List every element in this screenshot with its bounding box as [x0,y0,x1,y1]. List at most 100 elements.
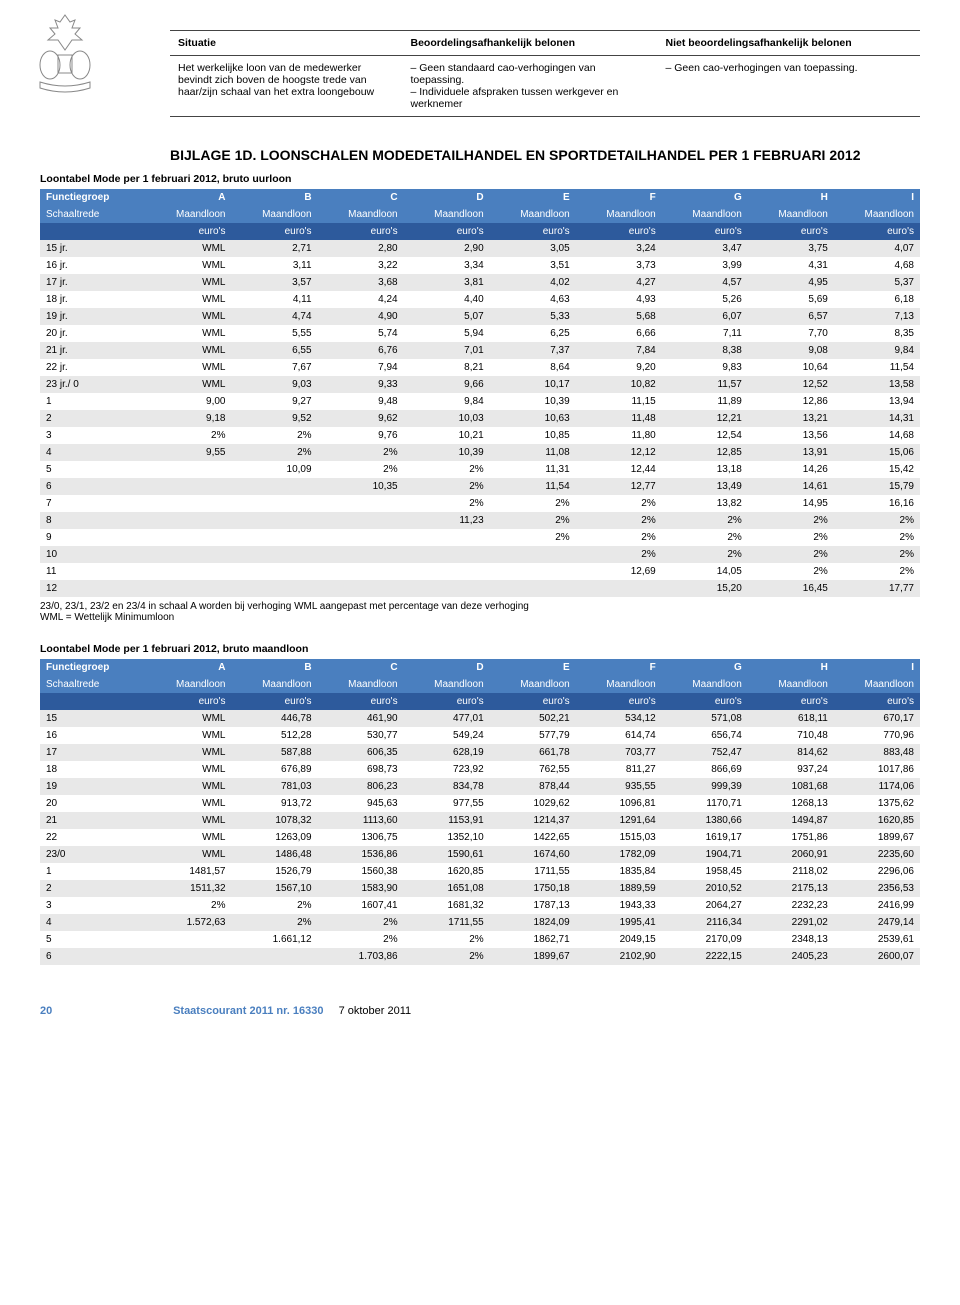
table-cell: 3,75 [748,240,834,257]
table-cell: 2% [490,512,576,529]
table-cell: 2 [40,880,145,897]
table-cell: 2% [232,427,318,444]
table-cell: 2% [404,478,490,495]
table-cell: 2% [834,563,920,580]
table-cell: 2% [404,461,490,478]
table-cell: WML [145,846,231,863]
table-cell [404,580,490,597]
table-cell: 7,67 [232,359,318,376]
col-subheader: Maandloon [834,206,920,223]
table-cell: 3,34 [404,257,490,274]
table-cell: 1.661,12 [232,931,318,948]
table-cell: 1607,41 [318,897,404,914]
table-cell: 11,23 [404,512,490,529]
table-cell: 10,39 [490,393,576,410]
table-cell: 9,66 [404,376,490,393]
table-cell: 1751,86 [748,829,834,846]
table-cell: 878,44 [490,778,576,795]
table-cell: 6,66 [576,325,662,342]
table-cell: WML [145,291,231,308]
table-cell: 15,79 [834,478,920,495]
table-cell: 8,38 [662,342,748,359]
table-row: 18WML676,89698,73723,92762,55811,27866,6… [40,761,920,778]
table-cell: 11,80 [576,427,662,444]
table-cell [145,495,231,512]
table-row: 102%2%2%2% [40,546,920,563]
col-unit: euro's [490,693,576,710]
table-cell: 9,08 [748,342,834,359]
table-cell [490,546,576,563]
table-cell: 8 [40,512,145,529]
col-unit: euro's [145,693,231,710]
table-cell: 7,11 [662,325,748,342]
col-unit: euro's [490,223,576,240]
table-row: 16WML512,28530,77549,24577,79614,74656,7… [40,727,920,744]
table-cell: 1081,68 [748,778,834,795]
col-header: I [834,189,920,206]
table-cell [145,580,231,597]
col-unit: euro's [318,693,404,710]
table-cell: 1.572,63 [145,914,231,931]
table-cell: 1029,62 [490,795,576,812]
table-cell [145,563,231,580]
col-unit: euro's [576,223,662,240]
col-unit: euro's [748,693,834,710]
table-cell: 1.703,86 [318,948,404,965]
table-row: 20WML913,72945,63977,551029,621096,81117… [40,795,920,812]
table-row: 22WML1263,091306,751352,101422,651515,03… [40,829,920,846]
table-cell: WML [145,761,231,778]
table-cell: 9,55 [145,444,231,461]
table-cell: 8,35 [834,325,920,342]
table-cell: 19 [40,778,145,795]
table-row: 23/0WML1486,481536,861590,611674,601782,… [40,846,920,863]
table-row: 32%2%9,7610,2110,8511,8012,5413,5614,68 [40,427,920,444]
table-cell: 2,71 [232,240,318,257]
table-cell: 5,69 [748,291,834,308]
table-cell [576,580,662,597]
table-cell: 5 [40,931,145,948]
col-header: B [232,189,318,206]
table-cell: 1 [40,863,145,880]
table-row: 72%2%2%13,8214,9516,16 [40,495,920,512]
table-cell: 7,37 [490,342,576,359]
table-row: 29,189,529,6210,0310,6311,4812,2113,2114… [40,410,920,427]
table-cell [145,546,231,563]
table-cell [404,563,490,580]
col-subheader: Maandloon [404,676,490,693]
table-cell: 9 [40,529,145,546]
table-cell: 5,37 [834,274,920,291]
table-cell: 5,68 [576,308,662,325]
table-cell: WML [145,240,231,257]
table-cell [318,529,404,546]
table-cell [490,563,576,580]
table-cell: 723,92 [404,761,490,778]
table-cell: 4,27 [576,274,662,291]
table-cell: 2348,13 [748,931,834,948]
table-cell: 16,45 [748,580,834,597]
table-cell: 20 jr. [40,325,145,342]
table-cell: 8,21 [404,359,490,376]
table-cell: 4,24 [318,291,404,308]
table-cell: 5,07 [404,308,490,325]
table-cell: 4 [40,444,145,461]
table-cell: 10,64 [748,359,834,376]
table-cell: 1583,90 [318,880,404,897]
situatie-table: Situatie Beoordelingsafhankelijk belonen… [170,30,920,117]
col-unit: euro's [232,693,318,710]
table-cell: 4,11 [232,291,318,308]
col-unit: euro's [834,693,920,710]
table-cell: WML [145,257,231,274]
col-subheader: Maandloon [490,206,576,223]
table-cell: 4 [40,914,145,931]
table-row: 1215,2016,4517,77 [40,580,920,597]
table-cell: 15 [40,710,145,727]
table-cell: 703,77 [576,744,662,761]
col-header: F [576,659,662,676]
table-cell: WML [145,812,231,829]
table-cell: 14,05 [662,563,748,580]
table-cell: 781,03 [232,778,318,795]
table-cell: 10,21 [404,427,490,444]
table-cell: 977,55 [404,795,490,812]
col-header: H [748,189,834,206]
col-unit: euro's [404,223,490,240]
